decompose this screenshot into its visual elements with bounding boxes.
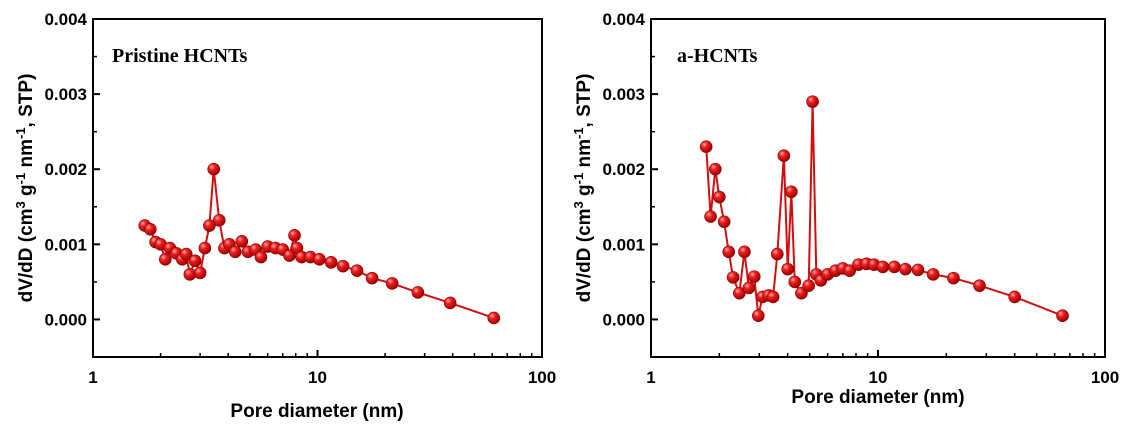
- data-point: [843, 264, 856, 277]
- x-tick-label: 10: [308, 368, 327, 387]
- data-point: [193, 266, 207, 280]
- y-tick-label: 0.000: [602, 310, 645, 329]
- y-tick-label: 0.002: [44, 160, 87, 179]
- series-line: [705, 101, 1063, 317]
- data-point: [926, 268, 940, 281]
- chart-marks: [138, 162, 501, 325]
- data-point: [733, 286, 746, 300]
- data-point: [781, 262, 794, 276]
- data-point: [726, 271, 740, 284]
- data-point: [212, 213, 226, 227]
- data-point: [699, 140, 713, 153]
- data-point: [288, 229, 301, 242]
- x-tick-label: 1: [646, 368, 655, 387]
- data-point: [443, 296, 457, 310]
- data-point: [802, 279, 815, 292]
- y-tick-label: 0.004: [602, 10, 645, 29]
- panel-title: a-HCNTs: [677, 45, 758, 67]
- data-point: [899, 262, 912, 276]
- data-point: [788, 275, 802, 289]
- x-tick-label: 100: [528, 368, 556, 387]
- data-point: [385, 277, 399, 290]
- data-point: [487, 311, 501, 325]
- data-point: [207, 162, 221, 176]
- x-axis-title: Pore diameter (nm): [791, 387, 964, 408]
- data-point: [752, 309, 765, 322]
- y-axis-ticks: 0.000 0.001 0.002 0.003 0.004: [44, 10, 100, 329]
- data-point: [254, 250, 268, 264]
- data-point: [806, 95, 819, 108]
- x-tick-label: 10: [869, 368, 888, 387]
- x-axis-title: Pore diameter (nm): [230, 401, 403, 422]
- data-point: [159, 253, 172, 266]
- data-point: [947, 271, 960, 285]
- chart-marks: [699, 95, 1069, 322]
- data-point: [911, 263, 925, 277]
- data-point: [784, 185, 798, 199]
- series-line: [144, 169, 495, 319]
- y-tick-label: 0.003: [602, 85, 645, 104]
- data-point: [738, 245, 751, 259]
- chart-panel-a-hcnts: 0.000 0.001 0.002 0.003 0.004 1 10 100 a-HCNTs…: [571, 10, 1119, 408]
- y-tick-label: 0.004: [44, 10, 87, 29]
- y-tick-label: 0.001: [602, 235, 645, 254]
- y-tick-label: 0.003: [44, 85, 87, 104]
- y-axis-ticks: 0.000 0.001 0.002 0.003 0.004: [602, 10, 658, 329]
- plot-frame: [92, 18, 543, 358]
- x-axis-ticks: 1 10 100: [646, 350, 1119, 387]
- data-point: [777, 149, 791, 163]
- y-tick-label: 0.001: [44, 235, 87, 254]
- data-point: [713, 190, 726, 204]
- y-tick-label: 0.000: [44, 310, 87, 329]
- data-point: [203, 219, 216, 232]
- data-point: [704, 210, 717, 223]
- data-point: [742, 281, 756, 295]
- data-point: [283, 249, 296, 262]
- data-point: [228, 245, 242, 259]
- y-axis-title: dV/dD (cm3 g-1 nm-1, STP): [13, 74, 37, 303]
- data-point: [350, 264, 364, 277]
- data-point: [1056, 309, 1069, 322]
- data-point: [188, 254, 202, 268]
- data-point: [144, 223, 157, 236]
- data-point: [411, 286, 425, 299]
- data-point: [324, 256, 338, 269]
- data-point: [365, 271, 379, 285]
- data-point: [336, 259, 350, 273]
- chart-panel-pristine-hcnts: 0.000 0.001 0.002 0.003 0.004 1 10 100 Pristin…: [13, 10, 556, 422]
- x-tick-label: 100: [1091, 368, 1119, 387]
- y-axis-title: dV/dD (cm3 g-1 nm-1, STP): [571, 74, 595, 303]
- data-point: [722, 245, 736, 259]
- x-axis-ticks: 1 10 100: [88, 350, 556, 387]
- data-point: [766, 290, 780, 304]
- data-point: [717, 215, 731, 229]
- panel-title: Pristine HCNTs: [112, 45, 248, 67]
- data-point: [888, 260, 901, 274]
- data-point: [1008, 290, 1021, 304]
- data-point: [709, 162, 722, 176]
- data-point: [876, 260, 890, 274]
- data-point: [198, 241, 212, 255]
- data-point: [973, 279, 986, 292]
- data-point: [770, 247, 784, 261]
- data-point: [747, 270, 761, 283]
- data-point: [313, 253, 326, 266]
- x-tick-label: 1: [88, 368, 97, 387]
- y-tick-label: 0.002: [602, 160, 645, 179]
- data-point: [179, 247, 193, 261]
- data-point: [235, 235, 249, 248]
